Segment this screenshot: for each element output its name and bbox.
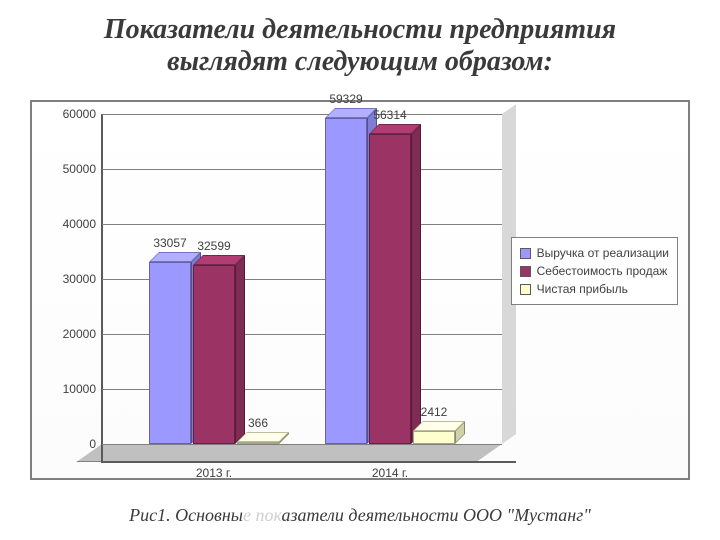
chart-plot-area: 01000020000300004000050000600002013 г.20… — [102, 114, 502, 444]
gridline — [102, 169, 502, 170]
figure-caption: Рис1. Основные показатели деятельности О… — [0, 505, 720, 526]
legend-swatch — [520, 266, 531, 277]
legend-label: Выручка от реализации — [537, 246, 669, 260]
y-tick-label: 50000 — [63, 162, 102, 176]
x-tick-label: 2013 г. — [196, 444, 232, 480]
chart-legend: Выручка от реализации Себестоимость прода… — [511, 237, 678, 305]
gridline — [102, 114, 502, 115]
bar-value-label: 59329 — [329, 92, 362, 106]
legend-item: Чистая прибыль — [520, 280, 669, 298]
bar-value-label: 2412 — [421, 405, 448, 419]
y-tick-label: 40000 — [63, 217, 102, 231]
bar: 2412 — [413, 431, 455, 444]
legend-swatch — [520, 284, 531, 295]
legend-item: Выручка от реализации — [520, 244, 669, 262]
y-tick-label: 10000 — [63, 382, 102, 396]
title-line1: Показатели деятельности предприятия — [104, 14, 616, 45]
x-tick-label: 2014 г. — [372, 444, 408, 480]
y-tick-label: 0 — [89, 437, 102, 451]
bar: 56314 — [369, 134, 411, 444]
chart-container: 0 10000 20000 30000 40000 50000 60000 2013 г. 20… — [30, 100, 690, 480]
legend-item: Себестоимость продаж — [520, 262, 669, 280]
x-axis-line — [101, 461, 516, 463]
y-tick-label: 60000 — [63, 107, 102, 121]
caption-prefix: Рис1. Основны — [129, 505, 243, 525]
legend-swatch — [520, 248, 531, 259]
bar: 33057 — [149, 262, 191, 444]
bar: 59329 — [325, 118, 367, 444]
slide-title: Показатели деятельности предприятия выгл… — [0, 0, 720, 82]
bar-value-label: 32599 — [197, 239, 230, 253]
chart-floor — [76, 444, 502, 462]
legend-label: Чистая прибыль — [537, 282, 628, 296]
caption-ghost: е пок — [243, 505, 281, 525]
caption-suffix: азатели деятельности ООО "Мустанг" — [281, 505, 590, 525]
y-tick-label: 20000 — [63, 327, 102, 341]
bar: 366 — [237, 442, 279, 444]
y-tick-label: 30000 — [63, 272, 102, 286]
bar-value-label: 56314 — [373, 108, 406, 122]
gridline — [102, 444, 502, 445]
title-line2: выглядят следующим образом: — [167, 46, 553, 77]
bar-value-label: 33057 — [153, 236, 186, 250]
legend-label: Себестоимость продаж — [537, 264, 668, 278]
bar: 32599 — [193, 265, 235, 444]
bar-value-label: 366 — [248, 416, 268, 430]
gridline — [102, 224, 502, 225]
